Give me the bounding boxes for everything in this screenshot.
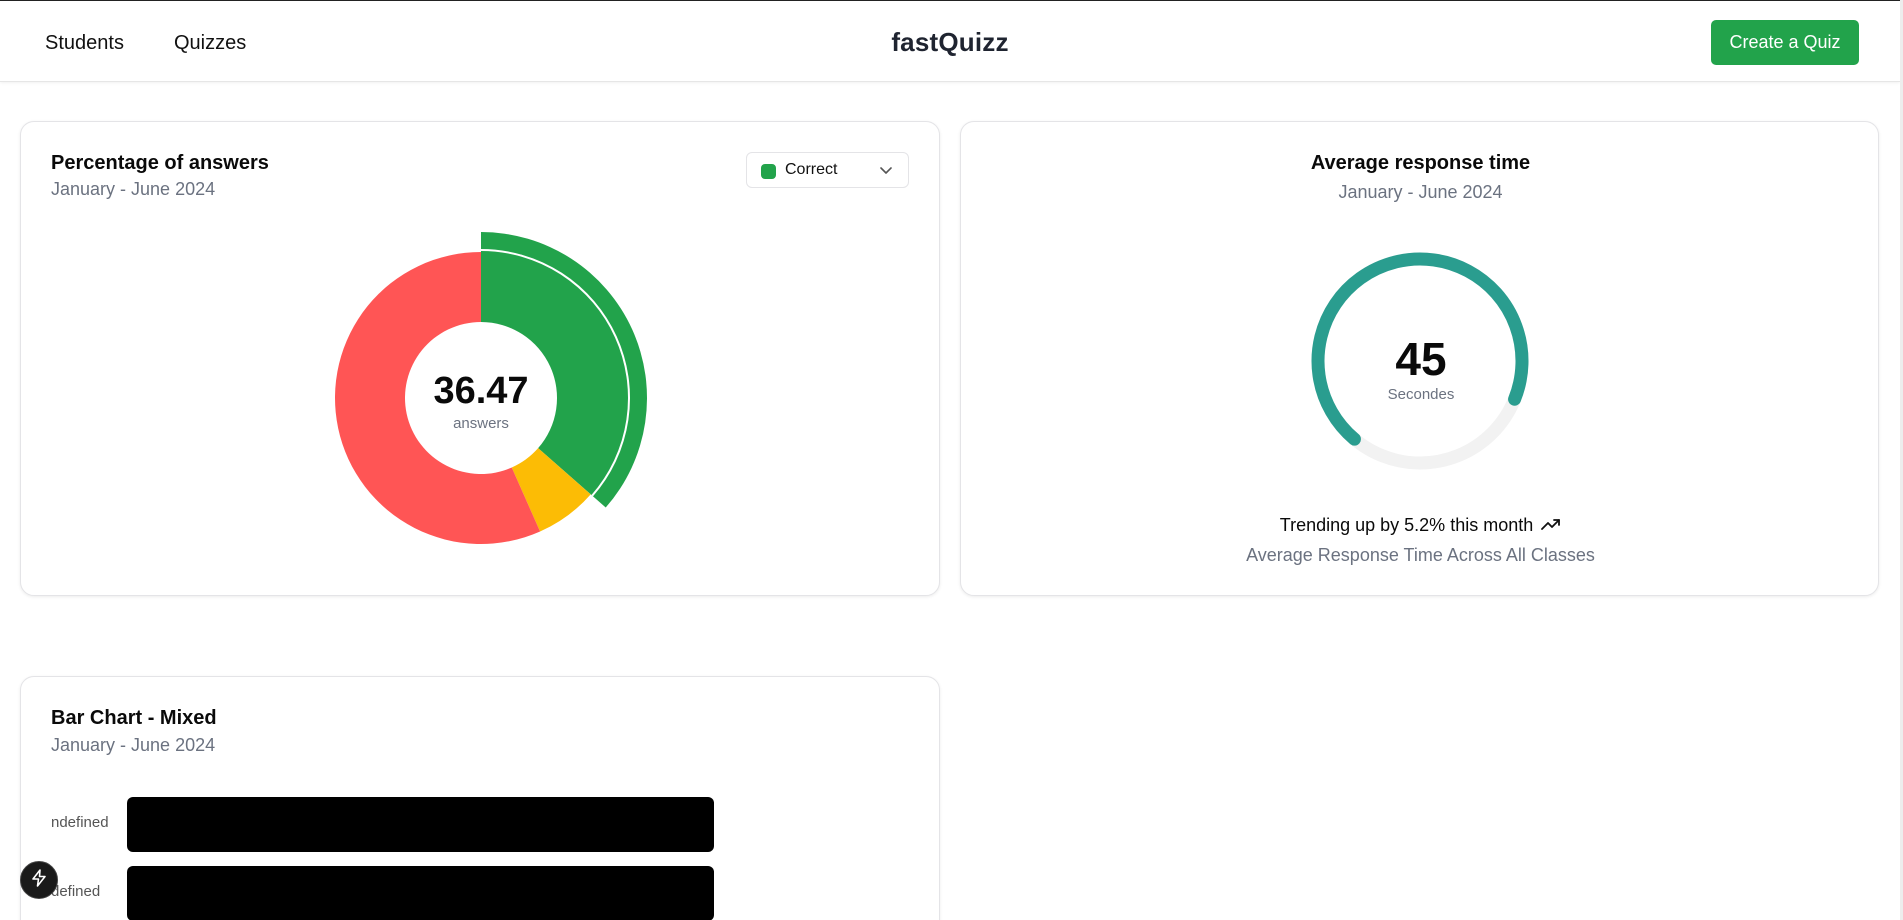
donut-center-value: 36.47 [433,370,529,412]
floating-action-button[interactable] [20,861,58,899]
response-time-card: Average response time January - June 202… [960,121,1879,596]
radial-center-value: 45 [1395,333,1447,385]
radial-center-label: Secondes [1387,386,1455,403]
response-card-footer: Average Response Time Across All Classes [1246,545,1595,565]
top-navbar: Students Quizzes fastQuizz Create a Quiz [0,0,1900,82]
answers-card-title: Percentage of answers [51,152,269,174]
bar-mark[interactable] [127,797,714,852]
select-swatch [761,164,776,179]
answer-type-select[interactable]: Correct [746,152,909,188]
nav-quizzes-link[interactable]: Quizzes [174,32,247,54]
bar-chart-card: Bar Chart - Mixed January - June 2024 nd… [20,676,940,920]
lightning-icon [29,868,49,893]
donut-slice-active[interactable] [481,232,647,508]
chevron-down-icon [878,162,894,183]
bar-mark[interactable] [127,866,714,920]
bar-card-title: Bar Chart - Mixed [51,707,217,729]
bar-category-label: ndefined [51,814,109,831]
trend-line: Trending up by 5.2% this month [961,515,1880,537]
response-card-subtitle: January - June 2024 [1338,182,1503,202]
page-scrollbar[interactable] [1900,0,1903,920]
response-time-radial-chart [1311,252,1529,470]
bar-category-label: defined [51,883,101,900]
donut-slice-2[interactable] [511,448,591,532]
donut-slice-3[interactable] [335,252,541,544]
nav-students-link[interactable]: Students [45,32,124,54]
answers-card-subtitle: January - June 2024 [51,179,216,199]
response-card-title: Average response time [1310,152,1531,174]
create-quiz-button[interactable]: Create a Quiz [1711,20,1859,65]
brand-title: fastQuizz [891,27,1009,57]
radial-value-arc [1311,252,1529,446]
active-slice-separator [480,249,630,497]
trending-up-icon [1541,516,1561,537]
bar-card-subtitle: January - June 2024 [51,735,216,755]
trend-text: Trending up by 5.2% this month [1279,515,1534,535]
answers-donut-chart [335,232,647,544]
answers-percentage-card: Percentage of answers January - June 202… [20,121,940,596]
donut-center-label: answers [453,415,509,432]
select-value: Correct [785,161,838,178]
